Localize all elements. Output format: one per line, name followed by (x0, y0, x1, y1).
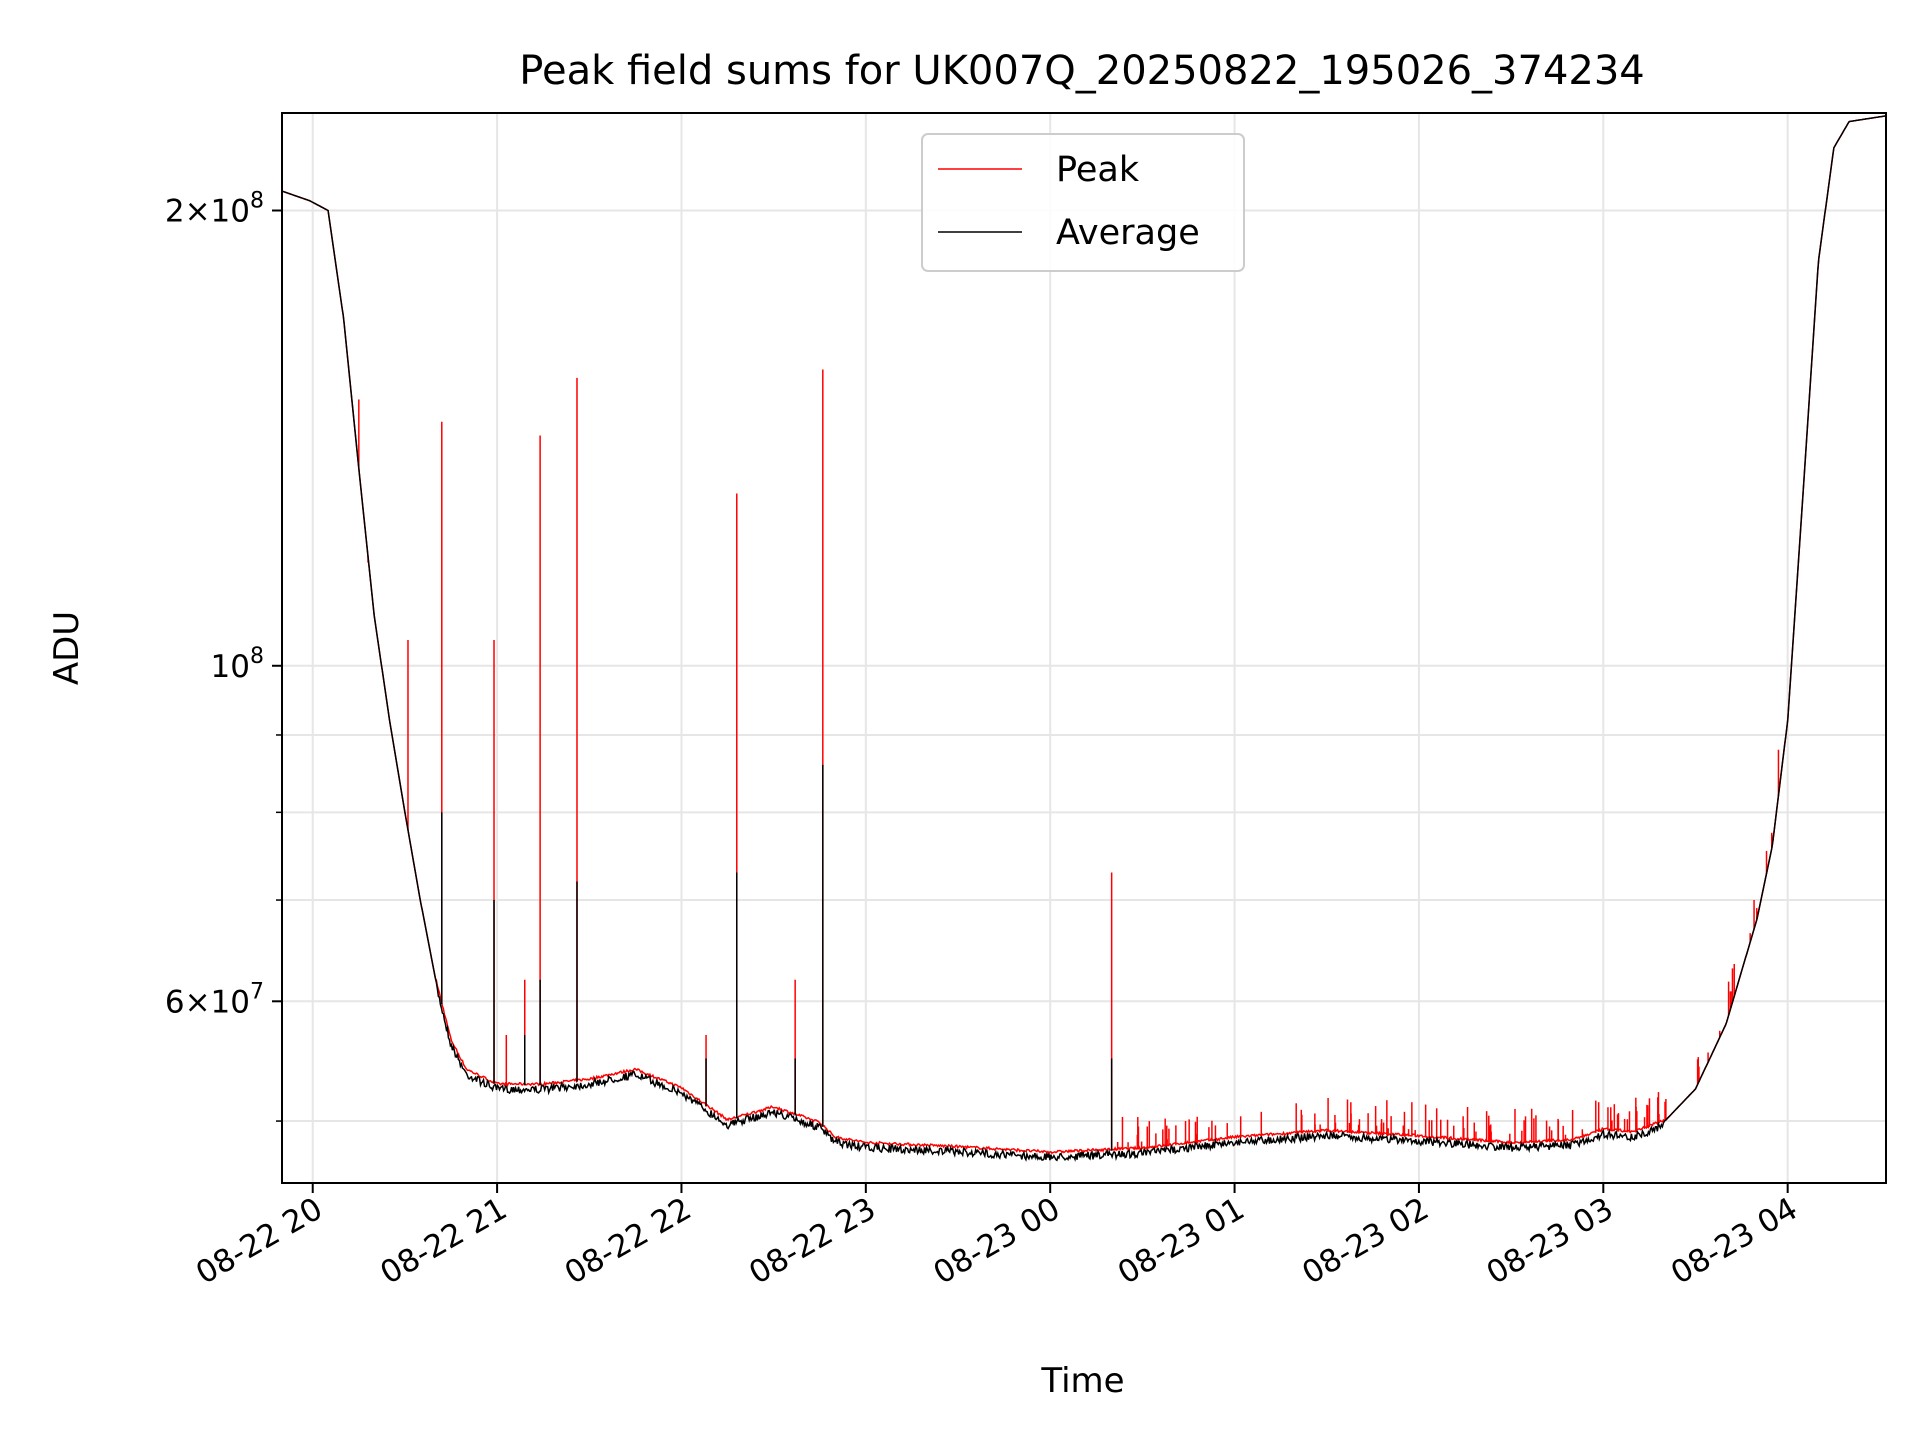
plot-area (282, 115, 1886, 1163)
y-axis-label: ADU (47, 611, 87, 685)
average-series (282, 115, 1886, 1163)
legend-label-peak: Peak (1056, 150, 1140, 190)
y-tick-label: 108 (211, 644, 264, 685)
chart-title: Peak field sums for UK007Q_20250822_1950… (519, 48, 1644, 94)
y-axis: 2×108 108 6×107 (165, 188, 282, 1122)
x-axis-label: Time (1040, 1361, 1124, 1401)
plot-frame (281, 112, 1887, 1184)
y-tick-label: 6×107 (165, 979, 264, 1020)
y-tick-label: 2×108 (165, 188, 264, 229)
legend: Peak Average (921, 133, 1245, 272)
average-line (282, 115, 1886, 1163)
legend-label-average: Average (1056, 213, 1200, 253)
